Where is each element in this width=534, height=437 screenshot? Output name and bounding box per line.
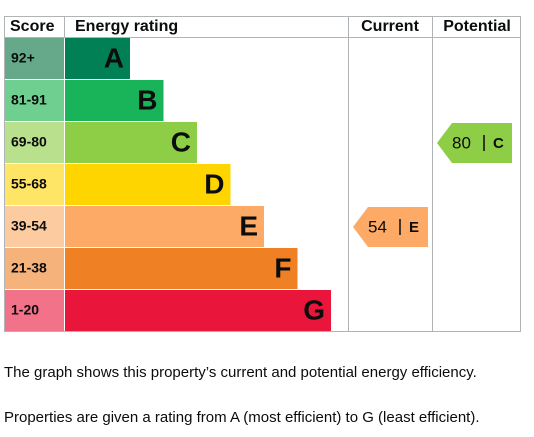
paragraph: Properties are given a rating from A (mo…: [4, 409, 480, 426]
score-cell: [5, 248, 64, 289]
current-rating: E: [409, 219, 419, 236]
score-cell: [5, 164, 64, 205]
header-score: Score: [10, 18, 55, 35]
header-energy-rating: Energy rating: [75, 18, 178, 35]
potential-arrow: [437, 123, 512, 163]
rating-bar: [65, 38, 130, 79]
potential-value: 80: [452, 133, 471, 152]
score-cell: [5, 122, 64, 163]
rating-letter: B: [137, 84, 157, 115]
rating-letter: C: [171, 126, 191, 157]
paragraph: The graph shows this property’s current …: [4, 364, 477, 381]
rating-letter: D: [204, 168, 224, 199]
rating-letter: E: [239, 210, 258, 241]
rating-letter: F: [274, 252, 291, 283]
score-label: 81-91: [11, 92, 47, 108]
rating-letter: A: [104, 42, 124, 73]
score-label: 1-20: [11, 302, 39, 318]
score-cell: [5, 206, 64, 247]
rating-bar: [65, 290, 331, 331]
current-value: 54: [368, 217, 387, 236]
score-label: 55-68: [11, 176, 47, 192]
score-cell: [5, 290, 64, 331]
rating-bar: [65, 164, 231, 205]
header-potential: Potential: [443, 18, 511, 35]
score-label: 21-38: [11, 260, 47, 276]
potential-rating: C: [493, 135, 504, 152]
grid: [4, 16, 521, 332]
score-label: 69-80: [11, 134, 47, 150]
header-current: Current: [361, 18, 419, 35]
score-cell: [5, 80, 64, 121]
score-label: 92+: [11, 50, 35, 66]
rating-bar: [65, 122, 197, 163]
current-arrow: [353, 207, 428, 247]
rating-letter: G: [303, 294, 325, 325]
rating-bar: [65, 248, 298, 289]
rating-bar: [65, 80, 164, 121]
score-cell: [5, 38, 64, 79]
score-label: 39-54: [11, 218, 47, 234]
rating-bar: [65, 206, 264, 247]
